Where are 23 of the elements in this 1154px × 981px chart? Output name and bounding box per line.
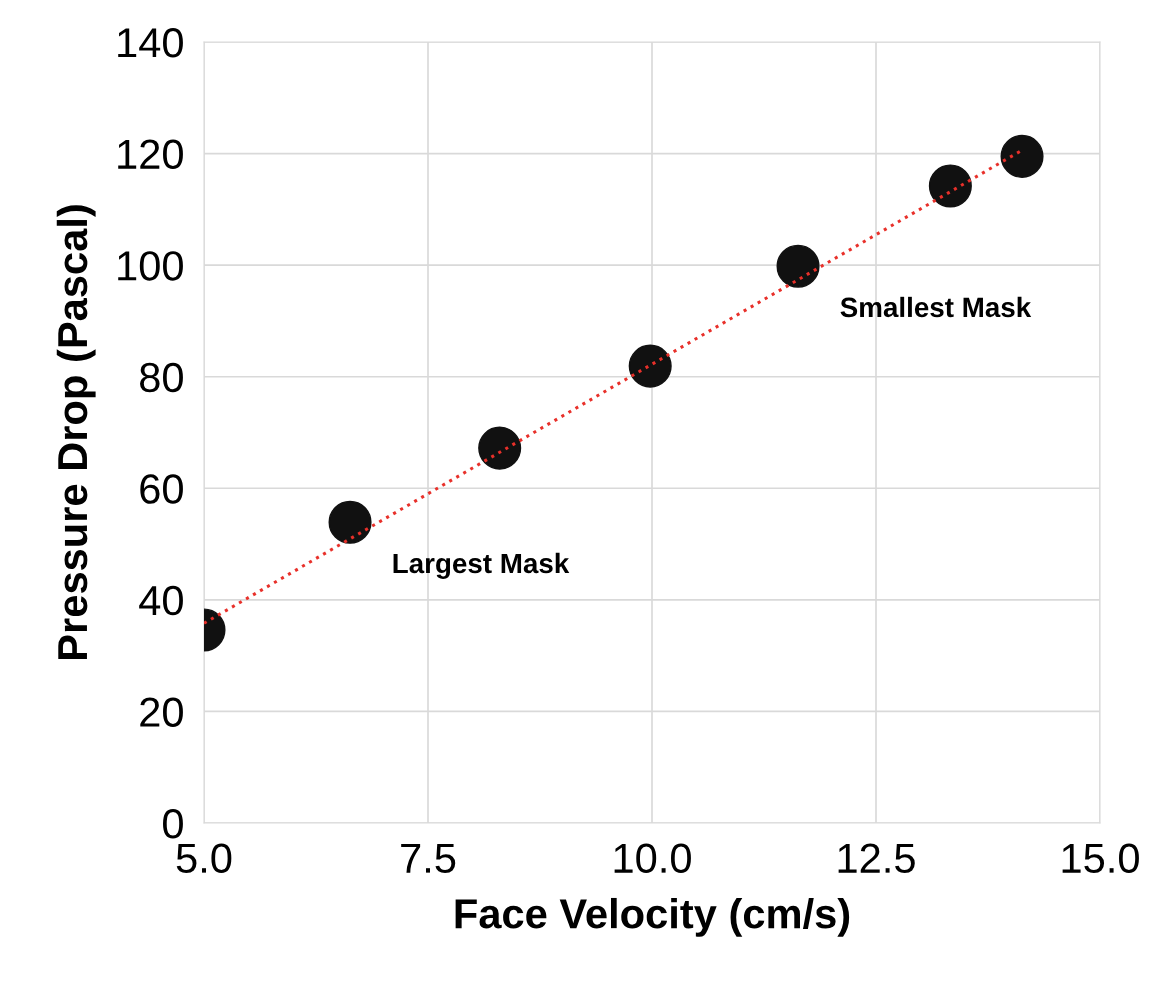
y-tick-label: 80 xyxy=(140,362,183,393)
x-tick-label: 10.0 xyxy=(614,843,691,874)
x-tick-label: 5.0 xyxy=(176,843,232,874)
annotation: Largest Mask xyxy=(393,552,570,579)
x-tick-label: 15.0 xyxy=(1062,843,1139,874)
y-tick-label: 0 xyxy=(163,809,183,839)
x-axis-title: Face Velocity (cm/s) xyxy=(455,897,850,937)
annotation: Smallest Mask xyxy=(840,296,1032,318)
y-tick-label: 20 xyxy=(140,697,183,727)
y-tick-label: 140 xyxy=(118,28,183,58)
y-tick-label: 120 xyxy=(118,139,183,170)
point xyxy=(478,426,522,470)
point xyxy=(776,244,820,288)
y-tick-label: 40 xyxy=(139,585,183,616)
point xyxy=(628,344,672,388)
y-tick-label: 100 xyxy=(118,251,183,281)
y-tick-label: 60 xyxy=(140,474,183,504)
x-tick-label: 7.5 xyxy=(401,843,456,874)
point xyxy=(328,500,372,544)
point xyxy=(1000,134,1044,178)
y-axis-title: Pressure Drop (Pascal) xyxy=(56,205,96,659)
point xyxy=(928,164,972,208)
x-tick-label: 12.5 xyxy=(838,843,915,874)
